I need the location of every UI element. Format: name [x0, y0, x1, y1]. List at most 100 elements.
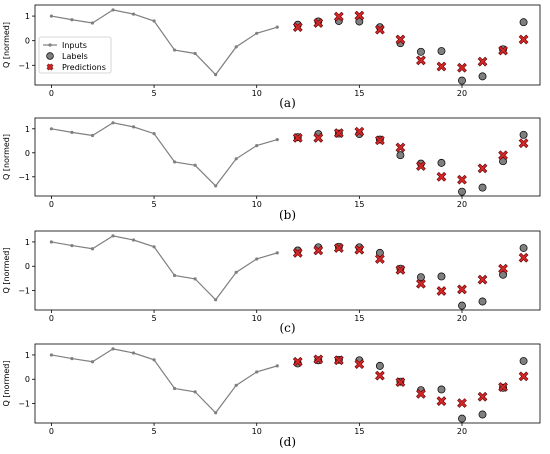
legend-entry-label: Inputs: [62, 41, 87, 50]
inputs-point: [214, 184, 218, 188]
prediction-point: [518, 138, 529, 149]
inputs-point: [214, 411, 218, 415]
inputs-point: [234, 157, 238, 161]
legend-box: [38, 36, 112, 74]
inputs-point: [255, 144, 259, 148]
inputs-point: [90, 360, 95, 364]
labels-point: [355, 17, 364, 26]
y-tick-label: 0: [25, 37, 30, 46]
prediction-point: [313, 133, 324, 143]
inputs-point: [70, 18, 74, 22]
labels-point: [458, 301, 466, 310]
x-tick-label: 15: [354, 427, 364, 436]
x-tick-label: 20: [457, 427, 467, 436]
labels-point: [478, 297, 487, 306]
inputs-point: [131, 238, 136, 242]
prediction-point: [375, 24, 385, 35]
prediction-point: [498, 45, 508, 56]
prediction-point: [416, 278, 426, 289]
prediction-point: [518, 252, 529, 263]
labels-point: [416, 273, 425, 282]
inputs-point: [255, 31, 259, 35]
inputs-point: [214, 298, 218, 302]
prediction-point: [333, 243, 344, 253]
inputs-point: [275, 364, 279, 368]
inputs-point: [234, 45, 238, 49]
prediction-point: [457, 62, 467, 73]
prediction-point: [313, 354, 324, 365]
legend-entry-label: Labels: [62, 52, 88, 61]
prediction-point: [375, 254, 385, 264]
prediction-point: [395, 265, 406, 275]
y-tick-label: 0: [25, 375, 30, 384]
prediction-point: [395, 34, 406, 45]
prediction-point: [333, 11, 344, 22]
inputs-point: [111, 347, 115, 351]
prediction-point: [477, 56, 488, 67]
inputs-point: [111, 121, 115, 125]
inputs-line: [51, 348, 278, 414]
axes-frame: [34, 343, 541, 424]
x-tick-label: 0: [49, 314, 54, 323]
prediction-point: [477, 274, 488, 285]
labels-point: [478, 410, 487, 419]
labels-point: [458, 187, 466, 196]
inputs-line: [51, 235, 278, 301]
inputs-point: [90, 247, 95, 251]
labels-point: [375, 248, 384, 257]
prediction-point: [416, 388, 426, 399]
x-tick-label: 10: [252, 427, 262, 436]
prediction-point: [498, 150, 508, 161]
labels-point: [458, 414, 466, 423]
y-tick-label: 1: [25, 125, 30, 134]
prediction-point: [375, 370, 385, 381]
panel-label: (d): [279, 435, 296, 449]
inputs-point: [49, 240, 54, 244]
prediction-point: [375, 135, 385, 146]
labels-point: [458, 76, 466, 85]
prediction-point: [436, 171, 447, 182]
x-tick-label: 0: [49, 200, 54, 209]
prediction-point: [333, 355, 344, 366]
labels-point: [519, 18, 528, 27]
labels-point: [416, 47, 425, 56]
inputs-point: [49, 127, 54, 131]
x-tick-label: 5: [152, 89, 157, 98]
labels-point: [478, 72, 487, 81]
prediction-point: [292, 356, 303, 367]
x-tick-label: 10: [252, 89, 262, 98]
x-tick-label: 5: [152, 314, 157, 323]
y-axis-label: Q [normed]: [2, 361, 11, 407]
labels-point: [519, 130, 528, 139]
y-axis-label: Q [normed]: [2, 134, 11, 180]
inputs-point: [214, 73, 218, 77]
y-tick-label: 1: [25, 12, 30, 21]
labels-point: [375, 361, 384, 370]
inputs-point: [193, 163, 197, 167]
prediction-point: [457, 174, 467, 185]
prediction-point: [436, 286, 447, 296]
inputs-point: [172, 160, 177, 164]
inputs-point: [90, 21, 95, 25]
y-tick-label: 1: [25, 238, 30, 247]
x-tick-label: 20: [457, 314, 467, 323]
prediction-point: [477, 391, 488, 402]
prediction-point: [457, 398, 467, 408]
prediction-point: [292, 22, 303, 33]
inputs-point: [255, 257, 259, 261]
x-tick-label: 5: [152, 200, 157, 209]
x-tick-label: 15: [354, 200, 364, 209]
labels-point: [396, 151, 405, 160]
inputs-point: [172, 48, 177, 52]
panel-label: (c): [279, 321, 295, 335]
inputs-point: [275, 251, 279, 255]
axes-frame: [34, 230, 541, 311]
inputs-point: [234, 270, 238, 274]
labels-point: [499, 270, 507, 279]
inputs-point: [111, 234, 115, 238]
prediction-point: [498, 382, 508, 392]
inputs-point: [131, 12, 136, 16]
prediction-point: [354, 10, 365, 21]
panel-label: (a): [279, 96, 296, 110]
inputs-point: [49, 353, 54, 357]
